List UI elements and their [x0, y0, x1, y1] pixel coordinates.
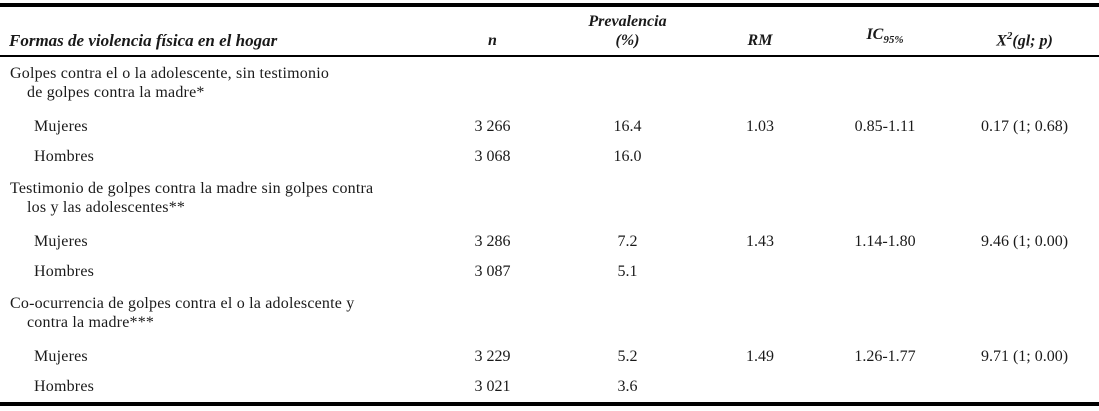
- cell-rm: 1.43: [746, 233, 774, 250]
- row-label: Mujeres: [34, 233, 88, 250]
- cell-n: 3 266: [474, 118, 511, 135]
- cell-x2: 0.17 (1; 0.68): [980, 118, 1069, 135]
- cell-n: 3 087: [474, 263, 511, 280]
- row-label: Mujeres: [34, 118, 88, 135]
- cell-prevalencia: 16.4: [613, 118, 642, 135]
- table-bottom-rule: [0, 402, 1099, 406]
- cell-n: 3 286: [474, 233, 511, 250]
- table-row: Hombres 3 087 5.1: [0, 257, 1099, 287]
- section-label-line2: contra la madre***: [27, 314, 155, 331]
- column-header-prevalencia-line2: (%): [615, 32, 640, 49]
- cell-n: 3 229: [474, 348, 511, 365]
- header-bottom-rule: [0, 55, 1099, 57]
- row-label: Hombres: [34, 148, 95, 165]
- ic-base-text: IC: [866, 25, 884, 43]
- table-header-row: Formas de violencia física en el hogar n…: [0, 7, 1099, 55]
- section-label-line2: de golpes contra la madre*: [27, 84, 205, 101]
- cell-prevalencia: 3.6: [617, 378, 638, 395]
- cell-x2: 9.46 (1; 0.00): [980, 233, 1069, 250]
- table-row: Hombres 3 021 3.6: [0, 372, 1099, 402]
- column-header-rm: RM: [747, 32, 773, 49]
- cell-rm: 1.49: [746, 348, 774, 365]
- cell-n: 3 021: [474, 378, 511, 395]
- section-label-line1: Testimonio de golpes contra la madre sin…: [10, 180, 374, 197]
- section-label-line2: los y las adolescentes**: [27, 199, 186, 216]
- column-header-x2: X2(gl; p): [950, 27, 1099, 50]
- x2-base-text: X: [996, 32, 1007, 49]
- section-label: Co-ocurrencia de golpes contra el o la a…: [0, 287, 1099, 332]
- cell-prevalencia: 5.2: [617, 348, 638, 365]
- section-label: Golpes contra el o la adolescente, sin t…: [0, 57, 1099, 102]
- column-header-prevalencia: Prevalencia (%): [555, 12, 700, 50]
- cell-prevalencia: 16.0: [613, 148, 642, 165]
- row-label: Hombres: [34, 378, 95, 395]
- row-label: Mujeres: [34, 348, 88, 365]
- ic-subscript: 95%: [883, 34, 904, 46]
- x2-tail-text: (gl; p): [1012, 32, 1053, 49]
- column-header-n: n: [488, 32, 497, 49]
- table-section: Golpes contra el o la adolescente, sin t…: [0, 57, 1099, 172]
- cell-n: 3 068: [474, 148, 511, 165]
- section-label-line1: Golpes contra el o la adolescente, sin t…: [10, 65, 330, 82]
- table-section: Co-ocurrencia de golpes contra el o la a…: [0, 287, 1099, 402]
- table-top-rule: [0, 3, 1099, 7]
- table-row: Mujeres 3 229 5.2 1.49 1.26-1.77 9.71 (1…: [0, 342, 1099, 372]
- row-label: Hombres: [34, 263, 95, 280]
- cell-ic95: 1.26-1.77: [854, 348, 916, 365]
- cell-prevalencia: 5.1: [617, 263, 638, 280]
- section-label-line1: Co-ocurrencia de golpes contra el o la a…: [10, 295, 355, 312]
- column-header-formas: Formas de violencia física en el hogar: [9, 31, 278, 50]
- cell-prevalencia: 7.2: [617, 233, 638, 250]
- cell-ic95: 1.14-1.80: [854, 233, 916, 250]
- x2-superscript: 2: [1006, 29, 1013, 42]
- column-header-ic95: IC95%: [820, 25, 950, 50]
- table-row: Mujeres 3 286 7.2 1.43 1.14-1.80 9.46 (1…: [0, 227, 1099, 257]
- table-row: Mujeres 3 266 16.4 1.03 0.85-1.11 0.17 (…: [0, 112, 1099, 142]
- section-label: Testimonio de golpes contra la madre sin…: [0, 172, 1099, 217]
- table-row: Hombres 3 068 16.0: [0, 142, 1099, 172]
- cell-rm: 1.03: [746, 118, 774, 135]
- table-section: Testimonio de golpes contra la madre sin…: [0, 172, 1099, 287]
- cell-ic95: 0.85-1.11: [854, 118, 916, 135]
- cell-x2: 9.71 (1; 0.00): [980, 348, 1069, 365]
- column-header-prevalencia-line1: Prevalencia: [588, 13, 667, 30]
